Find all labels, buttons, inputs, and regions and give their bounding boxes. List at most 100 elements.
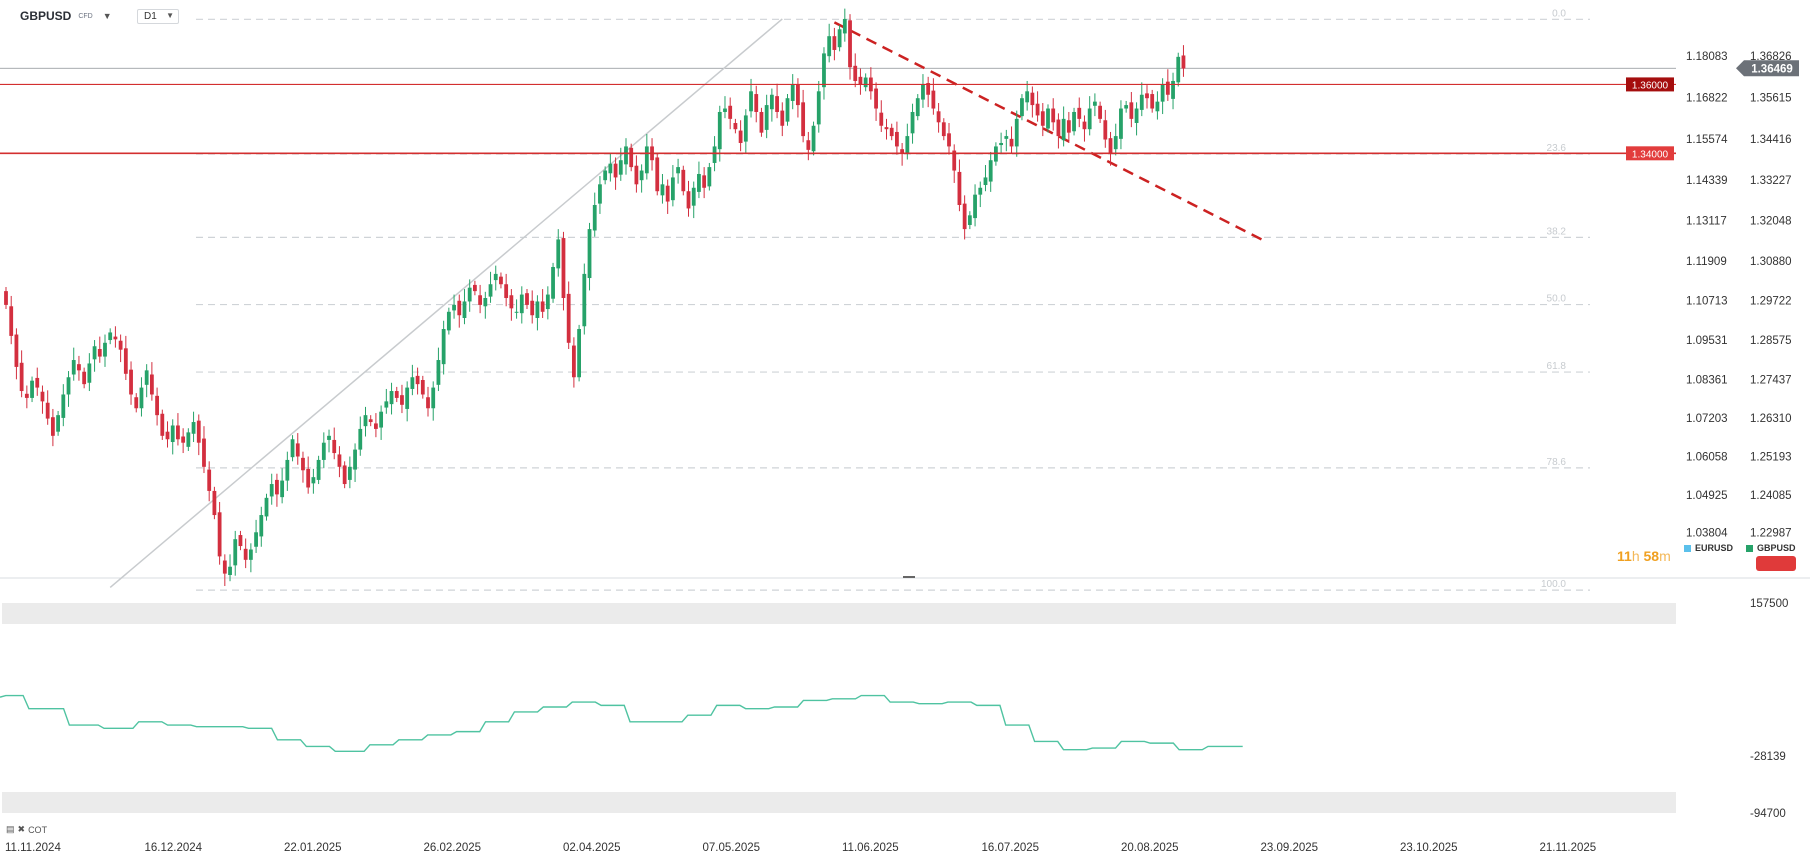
candle [624,138,628,175]
candle-body [545,294,550,310]
candle [467,279,472,312]
candle [514,299,519,319]
x-axis-tick-label: 26.02.2025 [424,842,482,854]
cot-pane[interactable]: 157500 -28139 -94700 [0,598,1788,820]
candle [14,328,19,380]
candle-body [389,391,394,405]
x-axis-tick-label: 20.08.2025 [1121,842,1179,854]
candle-body [207,469,212,491]
candle-body [264,497,269,517]
price-pane[interactable]: 0.0 23.6 38.2 50.0 61.8 78.6 100.0 1.36000 1.340… [0,8,1810,591]
candle [275,473,279,507]
level-tag[interactable] [1626,77,1674,92]
x-axis-tick-label: 02.04.2025 [563,842,621,854]
candle-body [155,395,159,416]
candle [1176,52,1181,87]
indicator-settings-icon[interactable]: ▤ [6,824,15,834]
candle-body [306,468,311,488]
candle-body [613,163,618,178]
candle [738,120,743,152]
candle-countdown: 11h 58m [1617,548,1671,564]
x-axis-tick-label: 23.10.2025 [1400,842,1458,854]
timeframe-select[interactable]: D1 ▼ [137,9,179,24]
candle-body [410,377,415,389]
chevron-down-icon[interactable]: ▼ [102,11,112,21]
candle [660,173,665,204]
secondary-axis-tick-label: 1.18083 [1686,51,1728,63]
candle [202,426,206,474]
candle-body [311,477,316,484]
candle-body [905,136,910,154]
candle [316,455,321,485]
candle-body [697,173,701,192]
candle-body [176,425,180,440]
pane-resize-handle[interactable] [903,576,915,578]
candle-body [806,140,811,150]
candle-body [1087,108,1092,130]
candle [61,384,66,427]
candle-body [405,387,410,409]
candle [858,68,863,95]
x-axis-tick-label: 16.12.2024 [145,842,203,854]
candle [217,501,222,565]
secondary-axis-tick-label: 1.11909 [1686,256,1727,268]
candle-body [624,146,628,165]
candle-body [665,185,670,202]
candle-body [1061,118,1066,141]
candle-body [358,428,363,450]
candle-body [947,133,951,147]
candle-body [228,566,232,575]
candle-body [196,420,201,443]
candle-body [1103,120,1108,140]
candle-body [780,110,785,126]
candle [243,538,248,569]
candle [1077,97,1082,128]
candle [1072,107,1076,136]
candle-body [618,160,623,175]
candle [280,468,285,504]
candle-body [92,346,97,360]
symbol-name[interactable]: GBPUSD [20,9,72,23]
candle [967,211,972,230]
candle-body [295,443,300,457]
candle [457,294,462,328]
candle [483,291,488,319]
cot-series-line[interactable] [0,694,1243,753]
legend-item-eurusd[interactable]: EURUSD [1684,543,1733,553]
sell-button[interactable] [1756,556,1796,571]
candle-body [822,53,826,88]
candle-body [1129,102,1134,119]
y-axis-tick-label: 1.33227 [1750,175,1792,187]
candle [551,262,555,303]
candle [702,167,707,199]
x-axis-tick-label: 23.09.2025 [1261,842,1319,854]
level-tag[interactable] [1626,146,1674,161]
legend-item-gbpusd[interactable]: GBPUSD [1746,543,1796,553]
candle [571,337,576,388]
candle-body [316,459,321,480]
candle-body [1025,91,1030,103]
chevron-down-icon: ▼ [166,11,174,20]
candle [389,382,394,415]
candle-body [499,276,503,285]
candle [691,181,696,219]
candle [295,433,300,465]
candle-body [14,334,19,367]
candle [603,166,608,185]
candle [1103,109,1108,148]
candle [900,142,905,166]
trendline-support[interactable] [109,18,783,588]
close-icon[interactable]: ✖ [17,824,26,834]
candle [895,121,899,155]
candle-body [681,169,686,192]
candle-body [473,284,477,292]
cot-band-upper [2,603,1676,624]
candle-body [707,167,712,187]
candle-body [832,36,837,50]
candle-body [457,300,462,316]
candle [379,405,384,440]
candle-body [254,532,258,547]
candle-body [921,84,925,100]
candle [342,461,347,489]
